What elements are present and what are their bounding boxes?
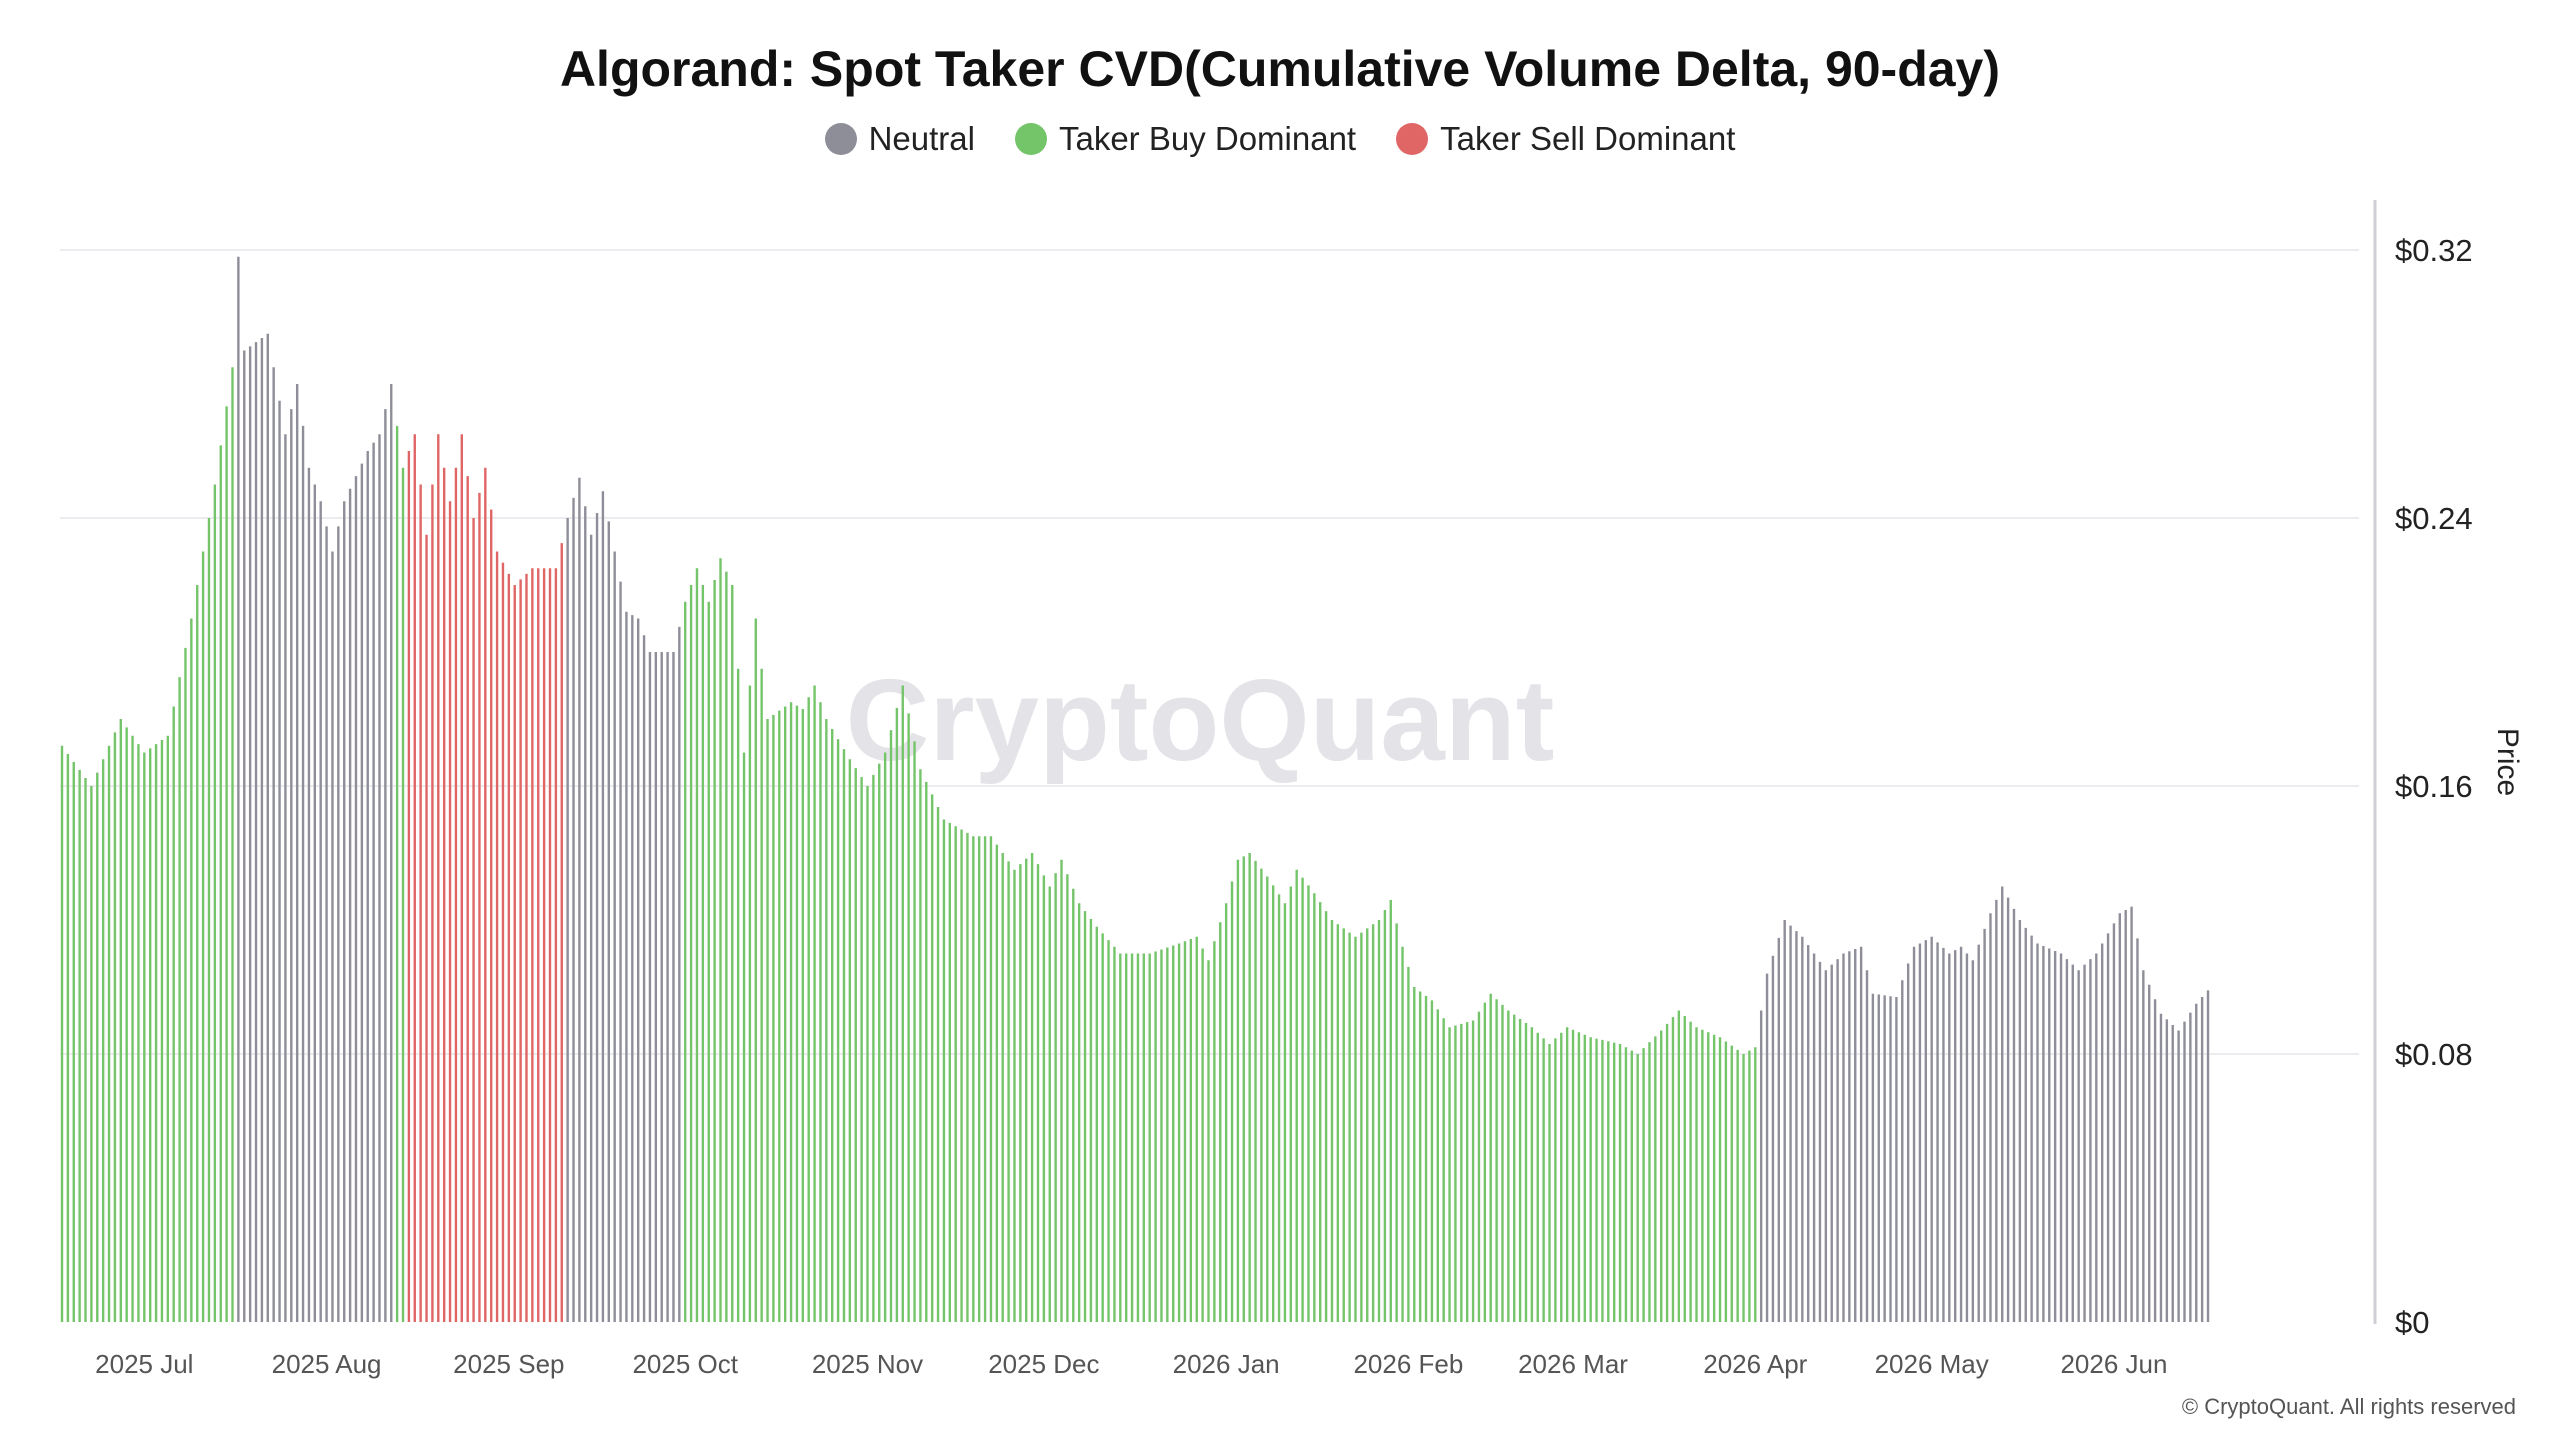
copyright-footer: © CryptoQuant. All rights reserved bbox=[2181, 1394, 2516, 1419]
legend-label-taker-buy: Taker Buy Dominant bbox=[1058, 120, 1357, 157]
x-tick-label: 2026 Jun bbox=[2060, 1349, 2167, 1379]
y-tick-label: $0.16 bbox=[2395, 769, 2473, 804]
x-tick-label: 2025 Nov bbox=[812, 1349, 923, 1379]
legend-dot-taker-sell bbox=[1396, 123, 1429, 155]
y-axis-title: Price bbox=[2491, 728, 2524, 796]
chart-title: Algorand: Spot Taker CVD(Cumulative Volu… bbox=[559, 41, 2001, 97]
legend-item-neutral[interactable]: Neutral bbox=[824, 120, 975, 158]
legend-dot-neutral bbox=[824, 123, 857, 155]
x-tick-label: 2025 Sep bbox=[453, 1349, 564, 1379]
y-tick-label: $0.24 bbox=[2395, 501, 2473, 536]
y-axis-ticks: $0 $0.08 $0.16 $0.24 $0.32 bbox=[2395, 233, 2473, 1340]
legend-item-taker-buy[interactable]: Taker Buy Dominant bbox=[1014, 120, 1357, 158]
x-tick-label: 2026 Feb bbox=[1353, 1349, 1463, 1379]
legend-label-neutral: Neutral bbox=[868, 120, 975, 157]
legend-item-taker-sell[interactable]: Taker Sell Dominant bbox=[1396, 120, 1735, 158]
x-tick-label: 2025 Jul bbox=[95, 1349, 193, 1379]
y-tick-label: $0.08 bbox=[2395, 1037, 2473, 1072]
x-tick-label: 2025 Oct bbox=[632, 1349, 738, 1379]
x-tick-label: 2026 May bbox=[1875, 1349, 1989, 1379]
bars-group bbox=[60, 256, 2210, 1322]
x-axis-ticks: 2025 Jul 2025 Aug 2025 Sep 2025 Oct 2025 Nov… bbox=[95, 1349, 2167, 1379]
x-tick-label: 2025 Aug bbox=[272, 1349, 382, 1379]
legend-label-taker-sell: Taker Sell Dominant bbox=[1440, 120, 1736, 157]
y-tick-label: $0 bbox=[2395, 1305, 2429, 1340]
legend-dot-taker-buy bbox=[1014, 123, 1047, 155]
x-tick-label: 2026 Mar bbox=[1518, 1349, 1628, 1379]
watermark-text: CryptoQuant bbox=[846, 655, 1555, 785]
chart-legend: Neutral Taker Buy Dominant Taker Sell Do… bbox=[0, 120, 2560, 158]
x-tick-label: 2026 Apr bbox=[1703, 1349, 1807, 1379]
x-tick-label: 2025 Dec bbox=[988, 1349, 1099, 1379]
y-tick-label: $0.32 bbox=[2395, 233, 2473, 268]
x-tick-label: 2026 Jan bbox=[1173, 1349, 1280, 1379]
